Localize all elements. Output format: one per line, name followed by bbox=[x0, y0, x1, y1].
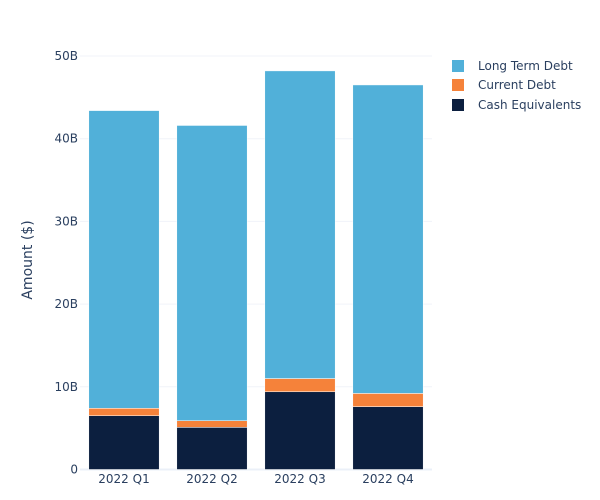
legend-label: Cash Equivalents bbox=[478, 97, 582, 112]
legend-item[interactable]: Current Debt bbox=[452, 76, 581, 96]
y-tick-label: 20B bbox=[54, 297, 78, 311]
x-tick-label: 2022 Q3 bbox=[274, 472, 325, 486]
y-tick-label: 50B bbox=[54, 49, 78, 63]
legend-swatch bbox=[452, 59, 464, 72]
bar-segment-current-debt[interactable] bbox=[264, 378, 336, 393]
bar-segment-cash-equivalents[interactable] bbox=[264, 391, 336, 470]
legend-item[interactable]: Long Term Debt bbox=[452, 56, 581, 76]
y-tick-label: 40B bbox=[54, 132, 78, 146]
legend: Long Term Debt Current Debt Cash Equivalen… bbox=[452, 56, 581, 115]
bar-segment-current-debt[interactable] bbox=[176, 420, 248, 428]
bar-segment-long-term-debt[interactable] bbox=[88, 110, 160, 409]
legend-label: Long Term Debt bbox=[478, 58, 573, 73]
legend-label: Current Debt bbox=[478, 78, 556, 93]
x-tick-label: 2022 Q2 bbox=[186, 472, 237, 486]
bars bbox=[88, 70, 424, 470]
bar-segment-long-term-debt[interactable] bbox=[264, 70, 336, 379]
bar-segment-cash-equivalents[interactable] bbox=[352, 406, 424, 470]
y-tick-label: 10B bbox=[54, 380, 78, 394]
bar-segment-current-debt[interactable] bbox=[352, 393, 424, 407]
x-axis-ticks: 2022 Q1 2022 Q2 2022 Q3 2022 Q4 bbox=[98, 472, 413, 486]
bar-segment-current-debt[interactable] bbox=[88, 408, 160, 416]
bar-segment-long-term-debt[interactable] bbox=[176, 125, 248, 421]
bar-segment-cash-equivalents[interactable] bbox=[176, 427, 248, 470]
legend-swatch bbox=[452, 79, 464, 92]
y-tick-label: 30B bbox=[54, 214, 78, 228]
x-tick-label: 2022 Q1 bbox=[98, 472, 149, 486]
bar-segment-long-term-debt[interactable] bbox=[352, 84, 424, 394]
y-tick-label: 0 bbox=[70, 463, 78, 477]
y-axis-title: Amount ($) bbox=[20, 220, 36, 299]
bar-segment-cash-equivalents[interactable] bbox=[88, 415, 160, 470]
legend-item[interactable]: Cash Equivalents bbox=[452, 95, 581, 115]
x-tick-label: 2022 Q4 bbox=[362, 472, 413, 486]
legend-swatch bbox=[452, 98, 464, 111]
y-axis-ticks: 0 10B 20B 30B 40B 50B bbox=[54, 49, 78, 477]
